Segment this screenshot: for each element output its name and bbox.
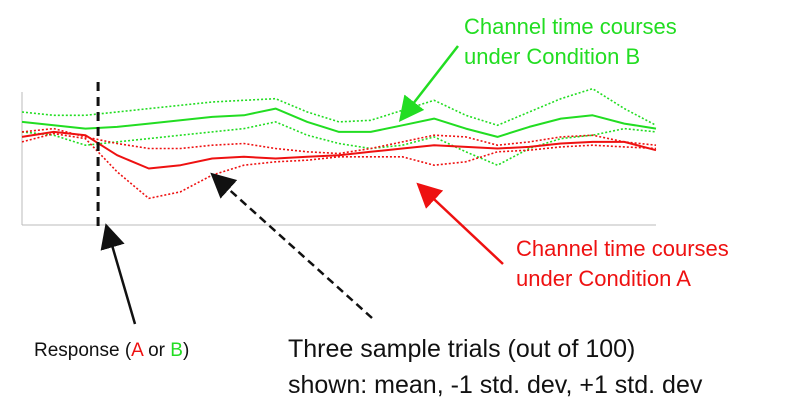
series-line-condition-a-minus-std bbox=[21, 132, 657, 200]
response-label-or: or bbox=[142, 340, 171, 361]
series-line-condition-b-mean bbox=[21, 107, 657, 138]
trials-label: Three sample trials (out of 100) shown: … bbox=[288, 334, 702, 400]
response-label-a: A bbox=[131, 340, 143, 361]
condition-b-label-line2: under Condition B bbox=[464, 44, 641, 70]
response-label-prefix: Response ( bbox=[34, 340, 132, 361]
condition-b-label-line1: Channel time courses bbox=[464, 14, 677, 39]
response-label-suffix: ) bbox=[182, 340, 190, 361]
series-line-condition-a-mean bbox=[21, 130, 657, 170]
trials-label-line2: shown: mean, -1 std. dev, +1 std. dev bbox=[288, 371, 703, 399]
response-arrow bbox=[100, 223, 137, 325]
response-label: Response (A or B) bbox=[34, 340, 189, 363]
plot-axes bbox=[21, 92, 656, 226]
condition-b-label: Channel time courses under Condition B bbox=[464, 14, 677, 71]
series-line-condition-b-minus-std bbox=[21, 121, 657, 166]
trials-label-line1: Three sample trials (out of 100) bbox=[288, 335, 636, 363]
condition-a-arrow bbox=[416, 182, 504, 265]
condition-b-arrow bbox=[398, 45, 459, 122]
condition-a-label-line1: Channel time courses bbox=[516, 236, 729, 261]
condition-a-label: Channel time courses under Condition A bbox=[516, 236, 729, 293]
response-label-b: B bbox=[170, 340, 183, 361]
series-layer bbox=[21, 87, 657, 200]
series-line-condition-b-plus-std bbox=[21, 87, 657, 127]
series-line-condition-a-plus-std bbox=[21, 127, 657, 155]
trials-arrow bbox=[210, 172, 373, 319]
condition-a-label-line2: under Condition A bbox=[516, 266, 691, 292]
